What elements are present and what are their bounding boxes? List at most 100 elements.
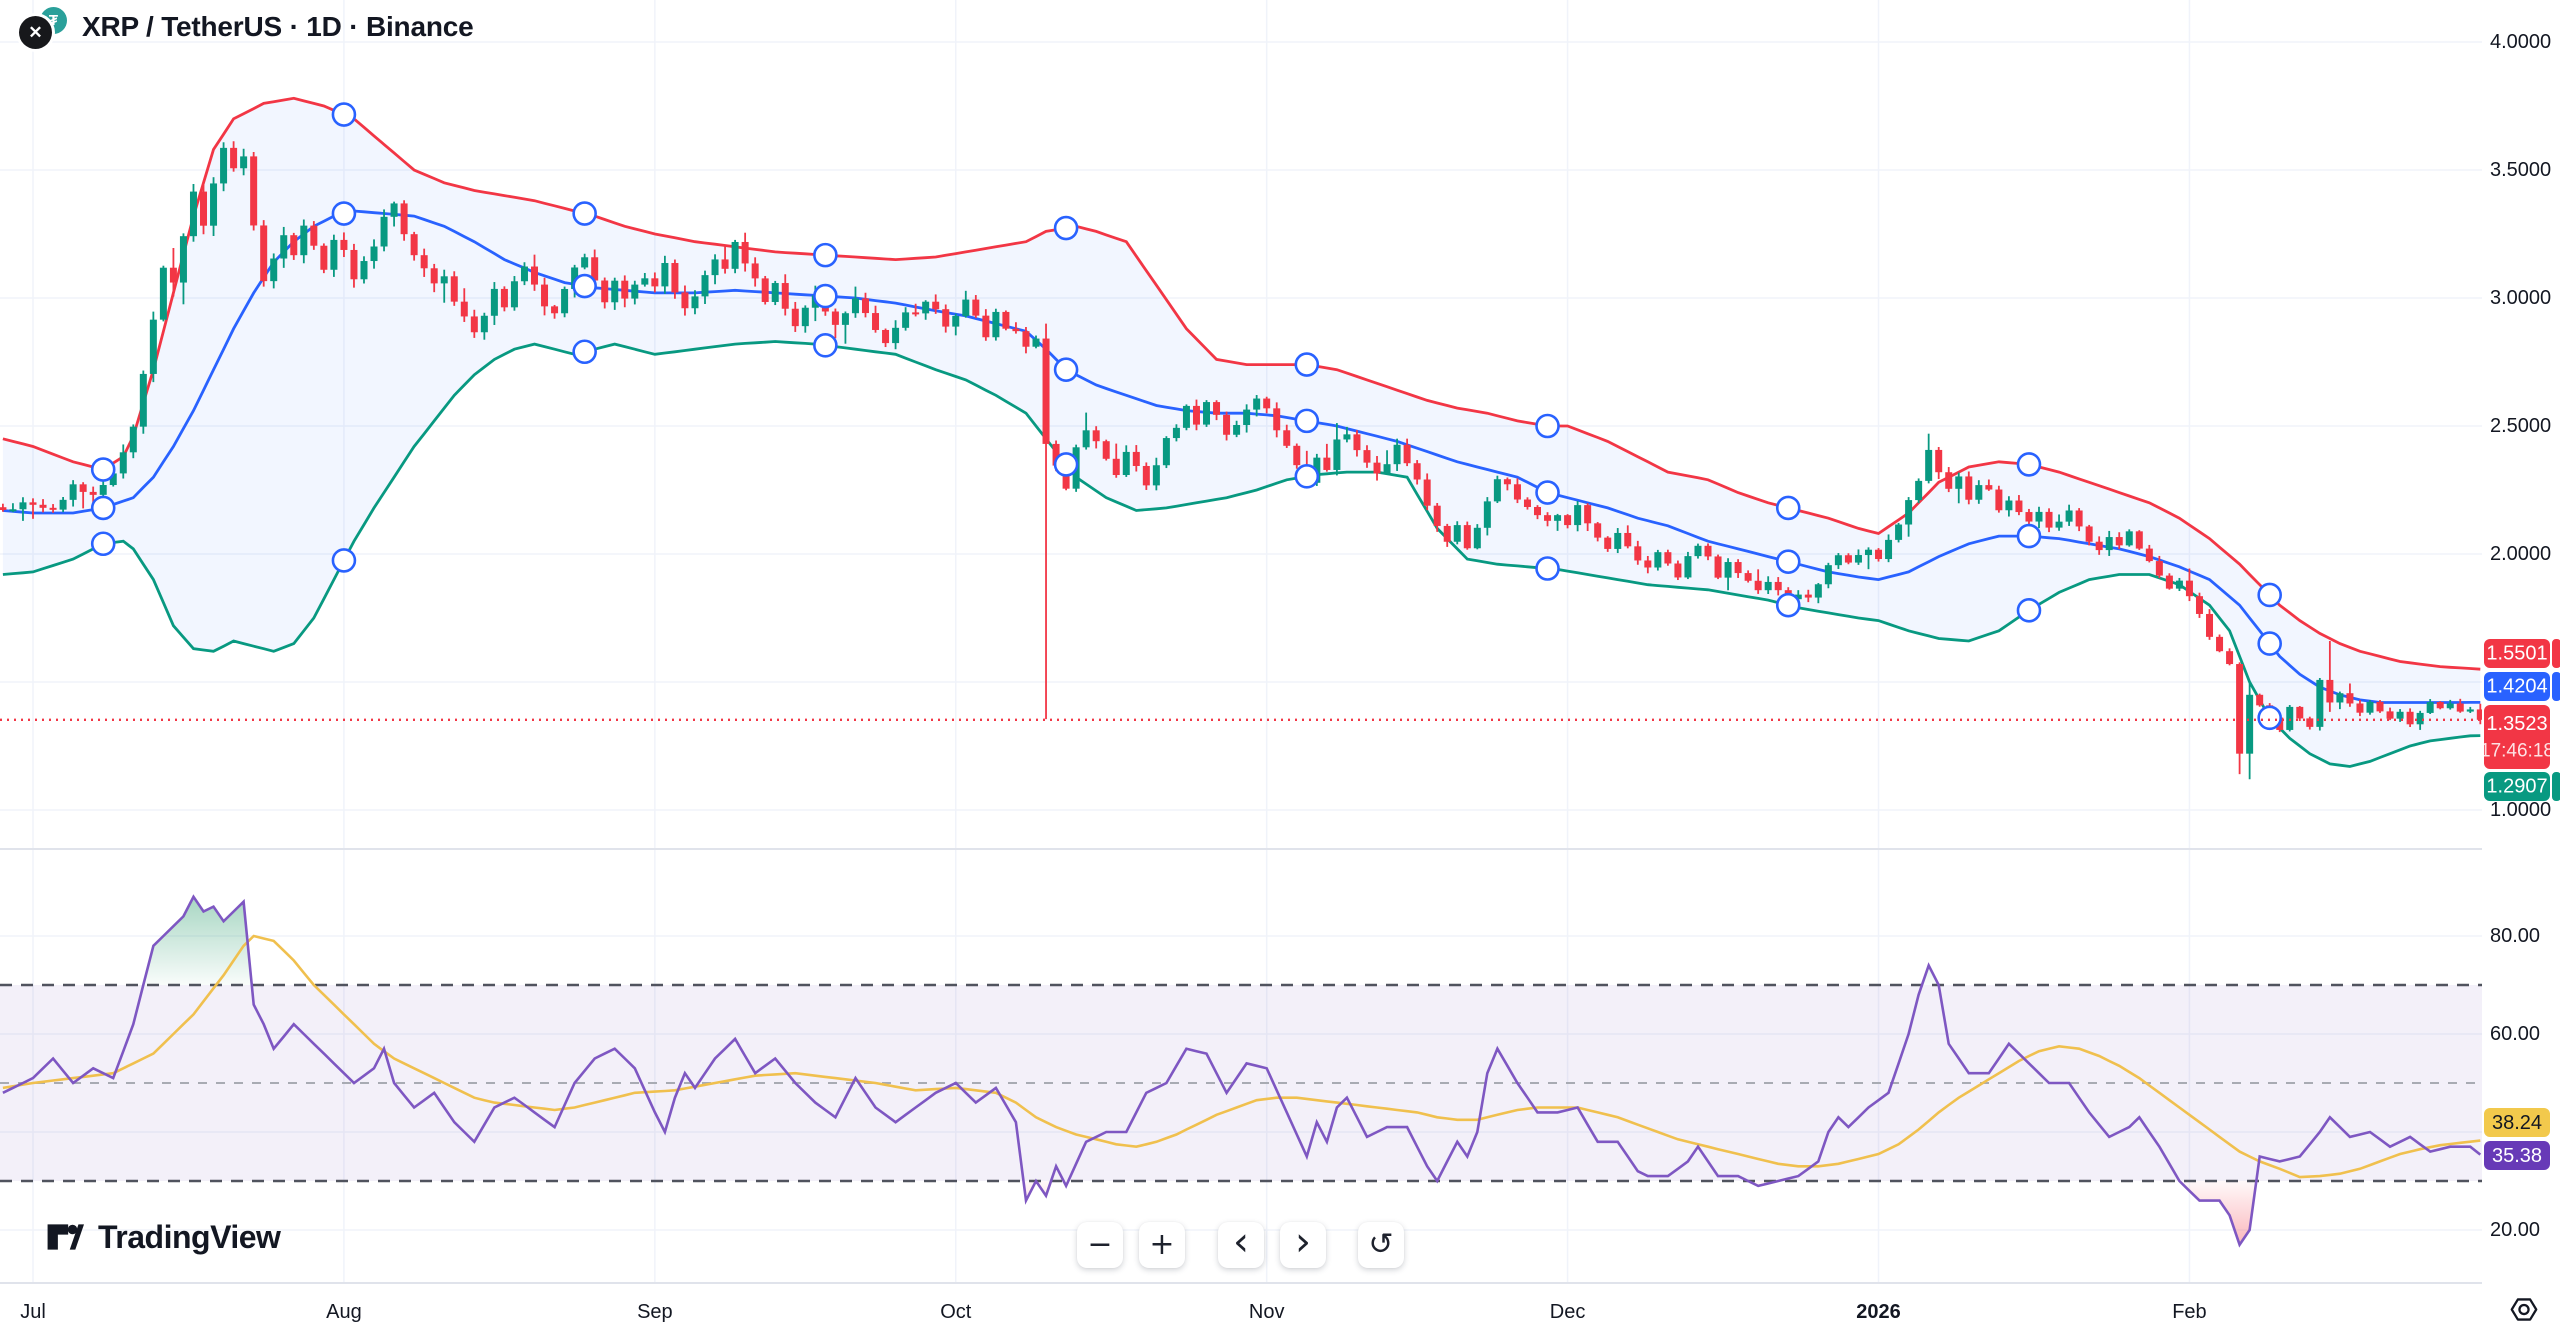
candle-body <box>1172 427 1180 439</box>
axis-label: 1.5501 <box>2486 643 2547 665</box>
time-axis[interactable]: Jul Aug Sep Oct Nov Dec 2026 Feb <box>20 1301 2206 1323</box>
candle-body <box>1804 594 1812 598</box>
candle-body <box>1534 506 1541 516</box>
candle-body <box>2005 500 2013 511</box>
candle-body <box>2256 694 2264 706</box>
candle-body <box>1203 402 1211 425</box>
candle-body <box>861 298 869 314</box>
bb-upper-line <box>2 96 2481 671</box>
anchor-marker <box>2016 452 2042 477</box>
candle-body <box>9 509 17 512</box>
candle-body <box>982 315 990 338</box>
candle-body <box>581 257 589 268</box>
rsi-ma-line <box>2 934 2481 1179</box>
candle-body <box>1774 581 1782 591</box>
candle-body <box>561 288 569 314</box>
tradingview-logo-icon <box>47 1224 84 1250</box>
reset-chart-button[interactable]: ↺ <box>1358 1222 1404 1268</box>
candle-body <box>1985 485 1993 490</box>
candle-body <box>2426 702 2434 713</box>
candle-body <box>2446 703 2454 709</box>
candle-body <box>1343 434 1351 440</box>
candle-body <box>450 276 458 302</box>
time-axis-label: Sep <box>637 1301 673 1323</box>
scroll-left-button[interactable]: ‹ <box>1218 1222 1264 1268</box>
candle-body <box>470 316 478 333</box>
anchor-marker <box>2257 582 2282 608</box>
candle-body <box>922 301 930 314</box>
candle-body <box>1443 525 1451 542</box>
candle-body <box>260 225 268 282</box>
candle-body <box>1383 464 1391 474</box>
price-badge-last-price <box>2484 705 2550 769</box>
candle-body <box>2125 531 2133 546</box>
tradingview-branding[interactable]: TradingView <box>46 1218 281 1256</box>
anchor-marker <box>90 531 116 557</box>
candle-body <box>551 306 559 314</box>
anchor-marker <box>1053 215 1079 241</box>
candle-body <box>641 278 649 285</box>
candle-body <box>2406 711 2414 725</box>
bb-anchor-markers[interactable] <box>90 102 2282 731</box>
candle-body <box>2346 693 2354 704</box>
price-axis[interactable]: 4.0000 3.5000 3.0000 2.5000 2.0000 1.0000 80.0… <box>2480 0 2560 1336</box>
candle-body <box>2226 651 2234 665</box>
candle-body <box>1634 546 1642 561</box>
scroll-right-button[interactable]: › <box>1280 1222 1326 1268</box>
zoom-in-button[interactable]: + <box>1139 1222 1185 1268</box>
candle-body <box>1734 562 1742 574</box>
candle-body <box>1584 505 1592 524</box>
candle-body <box>410 234 418 256</box>
candle-body <box>480 315 488 333</box>
symbol-header[interactable]: ₮ ✕ XRP / TetherUS · 1D · Binance <box>10 2 474 52</box>
grid <box>0 0 2482 1283</box>
candle-body <box>1363 450 1371 463</box>
candle-body <box>2206 613 2214 637</box>
anchor-marker <box>572 339 597 365</box>
axis-label: 2.5000 <box>2490 415 2551 437</box>
candle-body <box>2216 636 2224 652</box>
candle-body <box>691 296 699 309</box>
candle-body <box>2045 511 2053 528</box>
symbol-title[interactable]: XRP / TetherUS · 1D · Binance <box>82 11 474 42</box>
anchor-marker <box>1053 452 1079 477</box>
anchor-marker <box>813 283 838 309</box>
candle-body <box>280 235 288 259</box>
time-axis-settings-button[interactable] <box>2504 1292 2544 1326</box>
anchor-marker <box>1535 556 1560 581</box>
candle-body <box>340 239 348 250</box>
candle-body <box>430 268 438 284</box>
candle-body <box>872 313 880 330</box>
candle-body <box>2085 526 2093 542</box>
candle-body <box>2356 703 2364 713</box>
price-badge-bb-lower <box>2484 772 2550 801</box>
candle-body <box>1032 338 1040 347</box>
candle-body <box>179 236 187 283</box>
anchor-marker <box>1053 357 1079 382</box>
candle-body <box>1483 501 1491 528</box>
candle-body <box>2236 664 2244 754</box>
candle-body <box>1814 584 1822 598</box>
candle-body <box>59 499 67 510</box>
anchor-marker <box>1775 549 1801 574</box>
candle-body <box>2316 679 2324 727</box>
candle-body <box>942 309 950 327</box>
candle-body <box>119 452 127 474</box>
candle-body <box>380 216 388 247</box>
anchor-marker <box>2257 705 2282 731</box>
candle-body <box>420 255 428 269</box>
candle-body <box>932 301 940 310</box>
candle-body <box>1433 505 1441 526</box>
candle-body <box>2135 531 2143 549</box>
candle-body <box>1895 524 1903 540</box>
tradingview-logo-text: TradingView <box>98 1218 281 1255</box>
candle-body <box>2336 693 2344 703</box>
zoom-out-button[interactable]: − <box>1077 1222 1123 1268</box>
gear-icon <box>2510 1297 2538 1321</box>
candle-body <box>831 311 839 325</box>
candle-body <box>1975 485 1983 500</box>
candle-body <box>851 298 859 314</box>
candle-body <box>751 263 759 279</box>
candle-body <box>962 299 970 316</box>
